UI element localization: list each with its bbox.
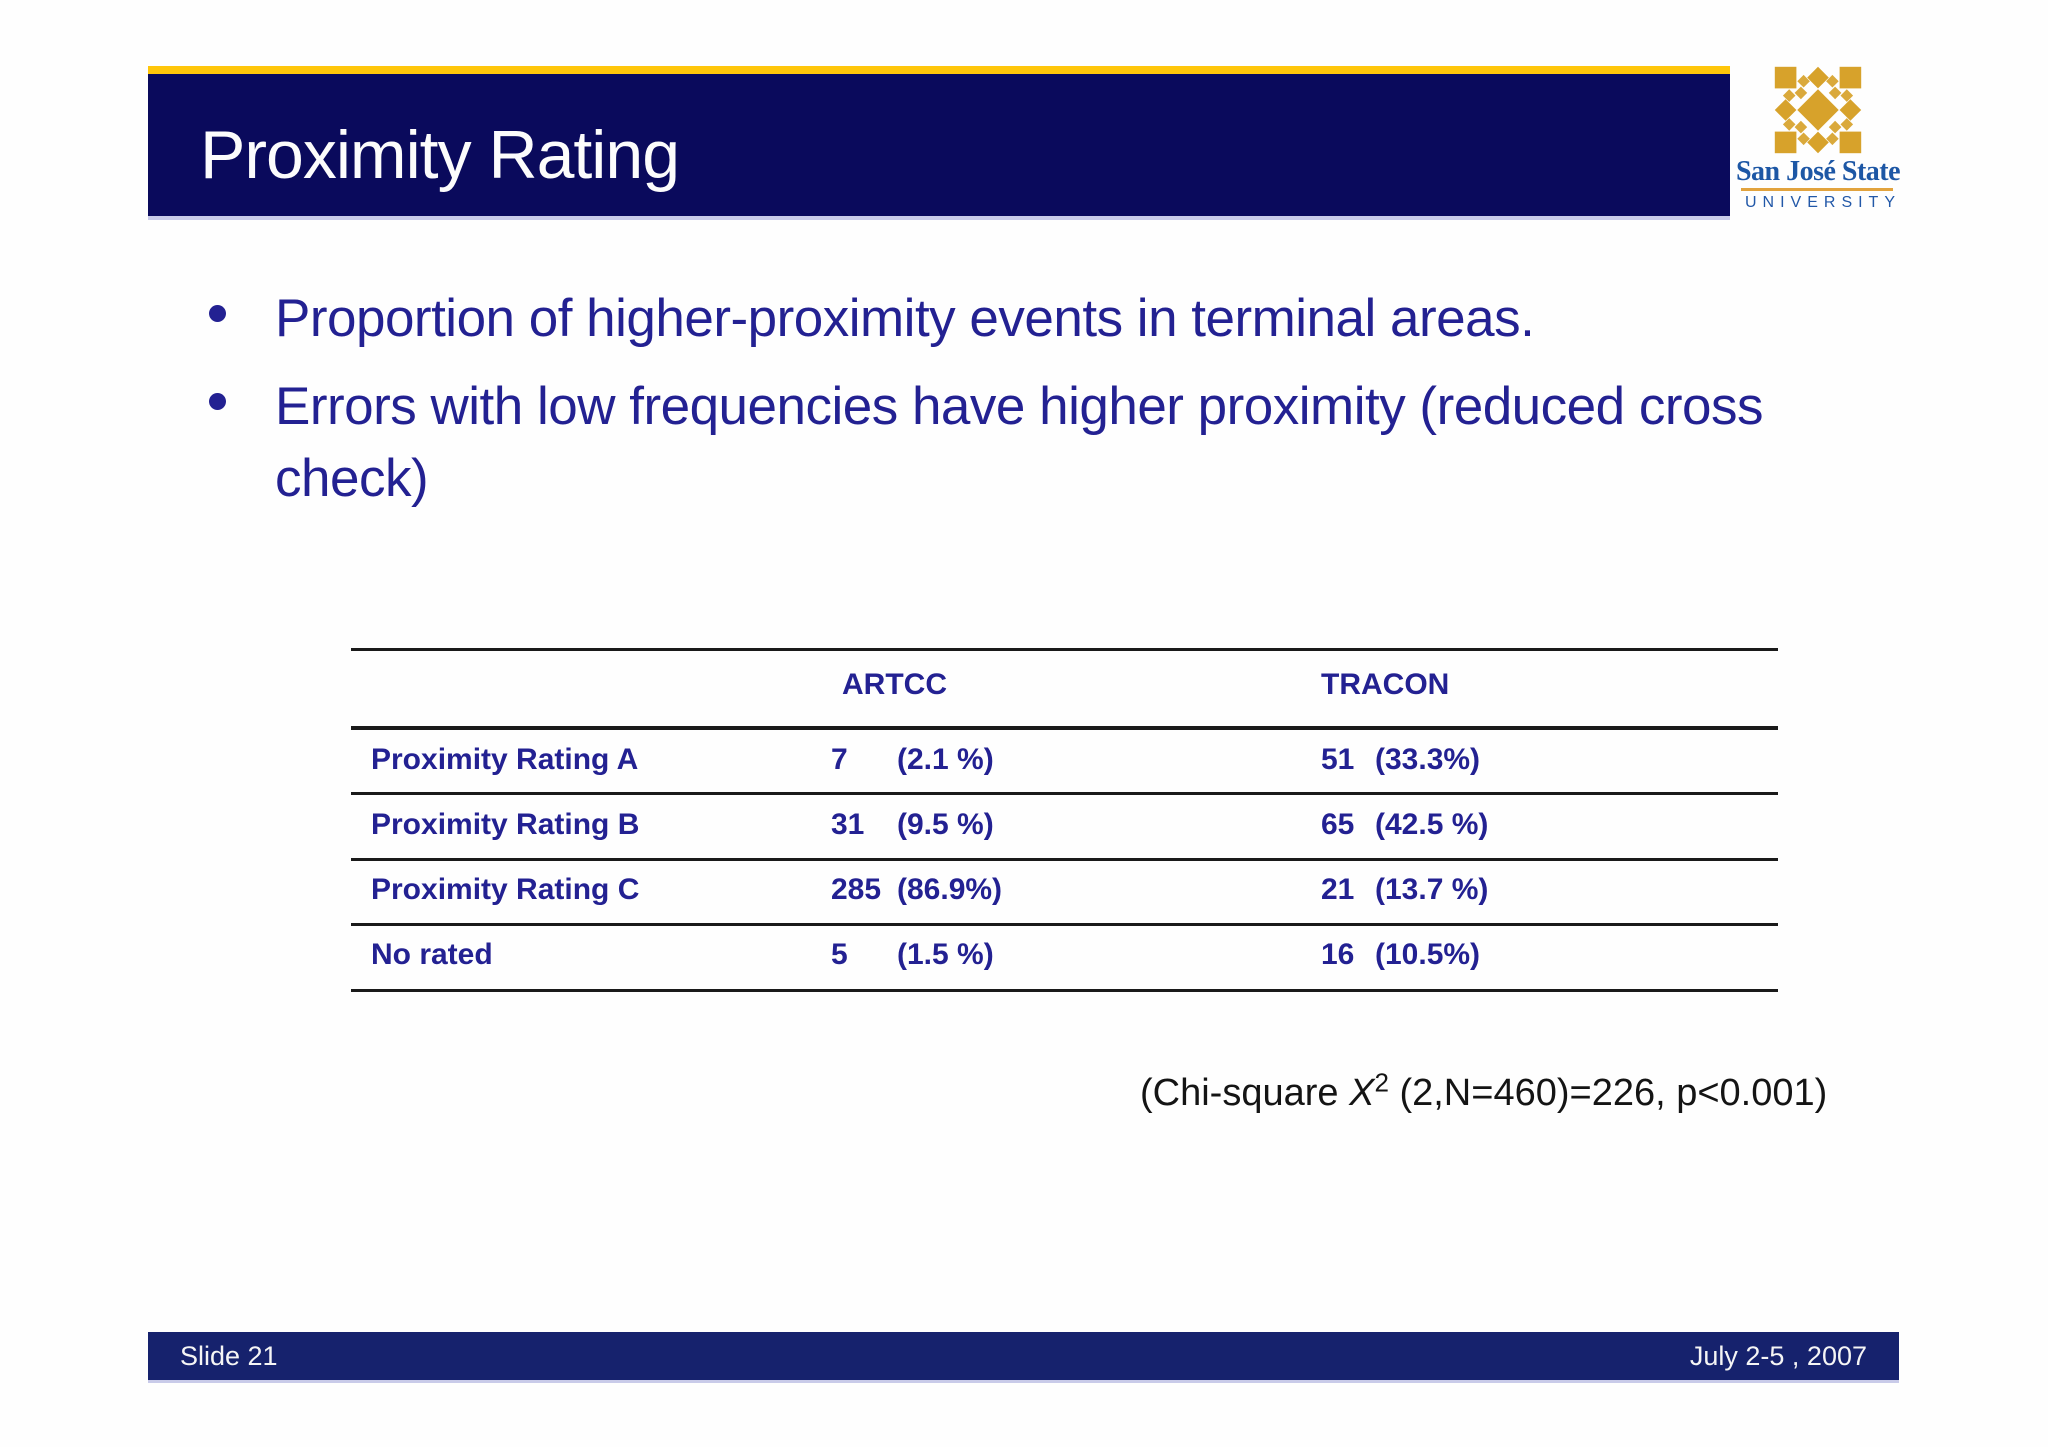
bullet-dot-1: [209, 305, 226, 322]
header-band-bottom-edge: [148, 216, 1730, 220]
chi-square-exponent: 2: [1374, 1067, 1389, 1098]
table-cell-tracon-count: 21: [1321, 873, 1355, 906]
chi-square-x: X: [1349, 1072, 1375, 1114]
table-cell-artcc-count: 5: [831, 938, 848, 971]
footer-date: July 2-5 , 2007: [1689, 1340, 1867, 1371]
table-cell-artcc-count: 31: [831, 808, 865, 841]
table-cell-tracon-percent: (33.3%): [1375, 743, 1481, 776]
page-title: Proximity Rating: [200, 117, 680, 193]
table-row-label: Proximity Rating C: [371, 873, 640, 906]
table-rule-top: [351, 648, 1778, 651]
table-rule-under-row-c: [351, 923, 1778, 926]
header-band: [148, 74, 1730, 216]
table-column-header-artcc: ARTCC: [842, 668, 947, 701]
table-cell-tracon-count: 51: [1321, 743, 1355, 776]
chi-square-note: (Chi-square X2 (2,N=460)=226, p<0.001): [1140, 1069, 1828, 1115]
table-cell-artcc-percent: (2.1 %): [897, 743, 994, 776]
table-cell-tracon-count: 16: [1321, 938, 1355, 971]
bullet-dot-2: [209, 393, 226, 410]
table-cell-tracon-count: 65: [1321, 808, 1355, 841]
table-cell-artcc-count: 7: [831, 743, 848, 776]
logo-institution-name: San José State: [1735, 156, 1901, 187]
table-cell-artcc-percent: (9.5 %): [897, 808, 994, 841]
table-row-label: Proximity Rating A: [371, 743, 639, 776]
chi-square-note-suffix: (2,N=460)=226, p<0.001): [1388, 1072, 1828, 1114]
table-cell-artcc-count: 285: [831, 873, 882, 906]
bullet-item-1: Proportion of higher-proximity events in…: [275, 289, 1535, 348]
table-cell-artcc-percent: (86.9%): [897, 873, 1003, 906]
logo-gold-underline: [1741, 188, 1893, 191]
table-column-header-tracon: TRACON: [1321, 668, 1450, 701]
header-gold-stripe: [148, 66, 1730, 74]
table-row-label: Proximity Rating B: [371, 808, 640, 841]
table-rule-under-row-b: [351, 858, 1778, 861]
table-row-label: No rated: [371, 938, 493, 971]
table-cell-artcc-percent: (1.5 %): [897, 938, 994, 971]
logo-university-word: UNIVERSITY: [1744, 194, 1901, 211]
table-rule-under-header: [351, 726, 1778, 730]
table-cell-tracon-percent: (10.5%): [1375, 938, 1481, 971]
slide-number: Slide 21: [180, 1340, 278, 1371]
sjsu-diamond-logo-icon: [1774, 66, 1862, 154]
footer-bottom-edge: [148, 1380, 1899, 1383]
table-cell-tracon-percent: (42.5 %): [1375, 808, 1489, 841]
footer-bar: Slide 21 July 2-5 , 2007: [148, 1332, 1899, 1380]
table-rule-bottom: [351, 989, 1778, 992]
bullet-item-2: Errors with low frequencies have higher …: [275, 377, 1763, 509]
chi-square-note-prefix: (Chi-square: [1140, 1072, 1350, 1114]
table-cell-tracon-percent: (13.7 %): [1375, 873, 1489, 906]
table-rule-under-row-a: [351, 792, 1778, 795]
